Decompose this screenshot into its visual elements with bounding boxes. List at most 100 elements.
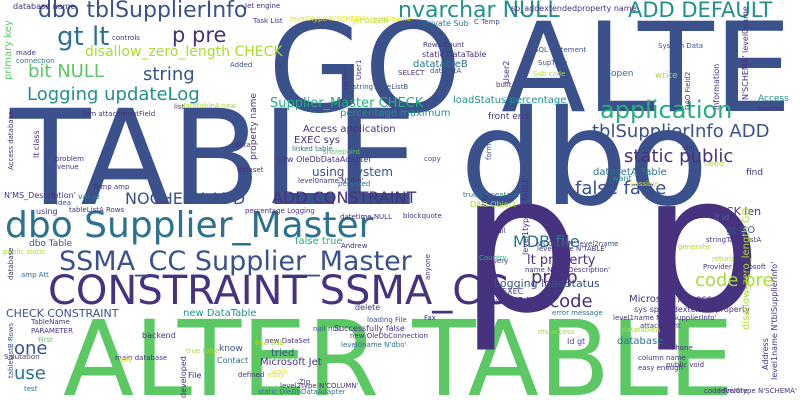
word: list bbox=[174, 103, 185, 111]
word: Address bbox=[761, 338, 770, 370]
word: idea bbox=[56, 199, 71, 207]
word: form bbox=[485, 143, 493, 160]
word: Provider Microsoft bbox=[703, 263, 766, 271]
word: static DataTable bbox=[422, 50, 487, 59]
word: lt property bbox=[527, 253, 596, 268]
word: nvarchar NULL bbox=[398, 0, 560, 23]
word: NOCHECK ADD bbox=[125, 189, 246, 208]
word: main database bbox=[115, 354, 168, 362]
word: N'MS_Description' bbox=[4, 191, 76, 200]
word: EMail bbox=[487, 227, 506, 235]
word: easy enough bbox=[638, 364, 683, 372]
word: First bbox=[38, 336, 53, 344]
word: write bbox=[655, 71, 678, 81]
word: public static bbox=[3, 248, 46, 256]
word: Access application bbox=[303, 124, 396, 135]
word: open bbox=[611, 69, 634, 79]
word: venue bbox=[57, 163, 79, 171]
word: level1type N'TABLE' bbox=[521, 175, 530, 255]
word: null null bbox=[313, 325, 341, 333]
word: easy bbox=[268, 371, 285, 379]
word: Rows Count bbox=[423, 41, 465, 49]
word: SELECT bbox=[398, 69, 425, 77]
word: datasetA Table bbox=[593, 167, 667, 178]
word: need bbox=[704, 159, 724, 168]
word: EXEC sys bbox=[294, 135, 340, 146]
word: false true bbox=[295, 236, 343, 247]
word: ADD CONSTRAINT bbox=[272, 188, 417, 207]
word: disallow_zero_length GO bbox=[741, 207, 752, 330]
word: work bbox=[271, 368, 288, 376]
word: new DataTable bbox=[183, 308, 257, 319]
word: pre code bbox=[514, 291, 593, 312]
word: SupType bbox=[538, 59, 568, 67]
word: Microsoft Jet bbox=[260, 357, 322, 368]
word: gt GO bbox=[726, 225, 756, 236]
word: GO ALTER bbox=[268, 0, 800, 141]
word: ms access bbox=[538, 328, 575, 336]
word: Id gt bbox=[567, 337, 586, 346]
word: CHECK CONSTRAINT bbox=[6, 307, 119, 320]
word: rewrite bbox=[758, 105, 783, 113]
word: PARAMETER bbox=[31, 327, 73, 335]
word: SQL statement bbox=[534, 46, 587, 54]
word: want bbox=[612, 174, 632, 183]
word: datatableB bbox=[413, 59, 468, 70]
word: linked table bbox=[292, 145, 333, 153]
word: Access bbox=[758, 94, 789, 104]
word: ALTER TABLE bbox=[63, 298, 734, 400]
word: level2type N'COLUMN' bbox=[280, 382, 359, 390]
word: copy bbox=[424, 155, 441, 163]
word: loadStatus percentage bbox=[453, 95, 567, 106]
word: true percentage bbox=[463, 191, 520, 199]
word: backend bbox=[142, 331, 176, 340]
word: using bbox=[36, 207, 58, 216]
word: datetime NULL bbox=[340, 213, 392, 221]
word: name N'MS_Description' bbox=[525, 266, 611, 274]
word: one bbox=[14, 338, 48, 359]
word: test bbox=[24, 385, 38, 393]
word: property name bbox=[249, 93, 259, 160]
word: User2 bbox=[502, 60, 511, 84]
word: Added bbox=[230, 61, 253, 69]
word: connection bbox=[16, 57, 55, 65]
word: loading File bbox=[367, 316, 407, 324]
word: controls bbox=[112, 34, 140, 42]
word: Zip bbox=[299, 378, 311, 386]
word: new DataSet bbox=[265, 337, 310, 345]
word: new OleDbDataAdapter bbox=[277, 155, 372, 164]
word: Jet engine bbox=[245, 2, 281, 10]
word: Logging loadStatus bbox=[494, 277, 600, 290]
word: amp Att bbox=[21, 271, 49, 279]
word: Access database bbox=[7, 111, 15, 170]
word: p p bbox=[460, 134, 762, 355]
word: defined bbox=[238, 371, 265, 379]
word: File bbox=[188, 371, 202, 380]
word: Dim attachmentField bbox=[82, 110, 156, 118]
word: information bbox=[712, 63, 721, 110]
word: level0type N'SCHEMA' bbox=[719, 387, 797, 395]
word: User1 bbox=[355, 59, 363, 80]
word: know bbox=[219, 344, 243, 354]
word: Supplier_Master CHECK bbox=[270, 96, 424, 111]
word: application bbox=[600, 96, 733, 124]
word: tried bbox=[271, 348, 295, 359]
word: Logging updateLog bbox=[27, 84, 200, 105]
word: MDB file bbox=[513, 232, 580, 251]
word: dbo Supplier_Master bbox=[5, 205, 374, 246]
word: stringTableListB bbox=[353, 83, 409, 91]
word: percentage maximum bbox=[340, 108, 451, 119]
word: level1type N'TABLE' bbox=[537, 245, 607, 253]
word: Temp amp bbox=[93, 183, 130, 191]
word: generate bbox=[678, 243, 710, 251]
word: N'COLUMN' level2name bbox=[536, 240, 619, 248]
word: anyone bbox=[424, 254, 432, 280]
word: primary key bbox=[3, 20, 14, 80]
word: way bbox=[479, 193, 488, 210]
word: Successfully false bbox=[334, 324, 405, 333]
word: Sharepoint bbox=[322, 148, 361, 156]
word: level0name N'dbo' bbox=[341, 341, 407, 349]
word: tableListB Rows bbox=[7, 322, 15, 378]
word: lt class bbox=[32, 130, 41, 158]
